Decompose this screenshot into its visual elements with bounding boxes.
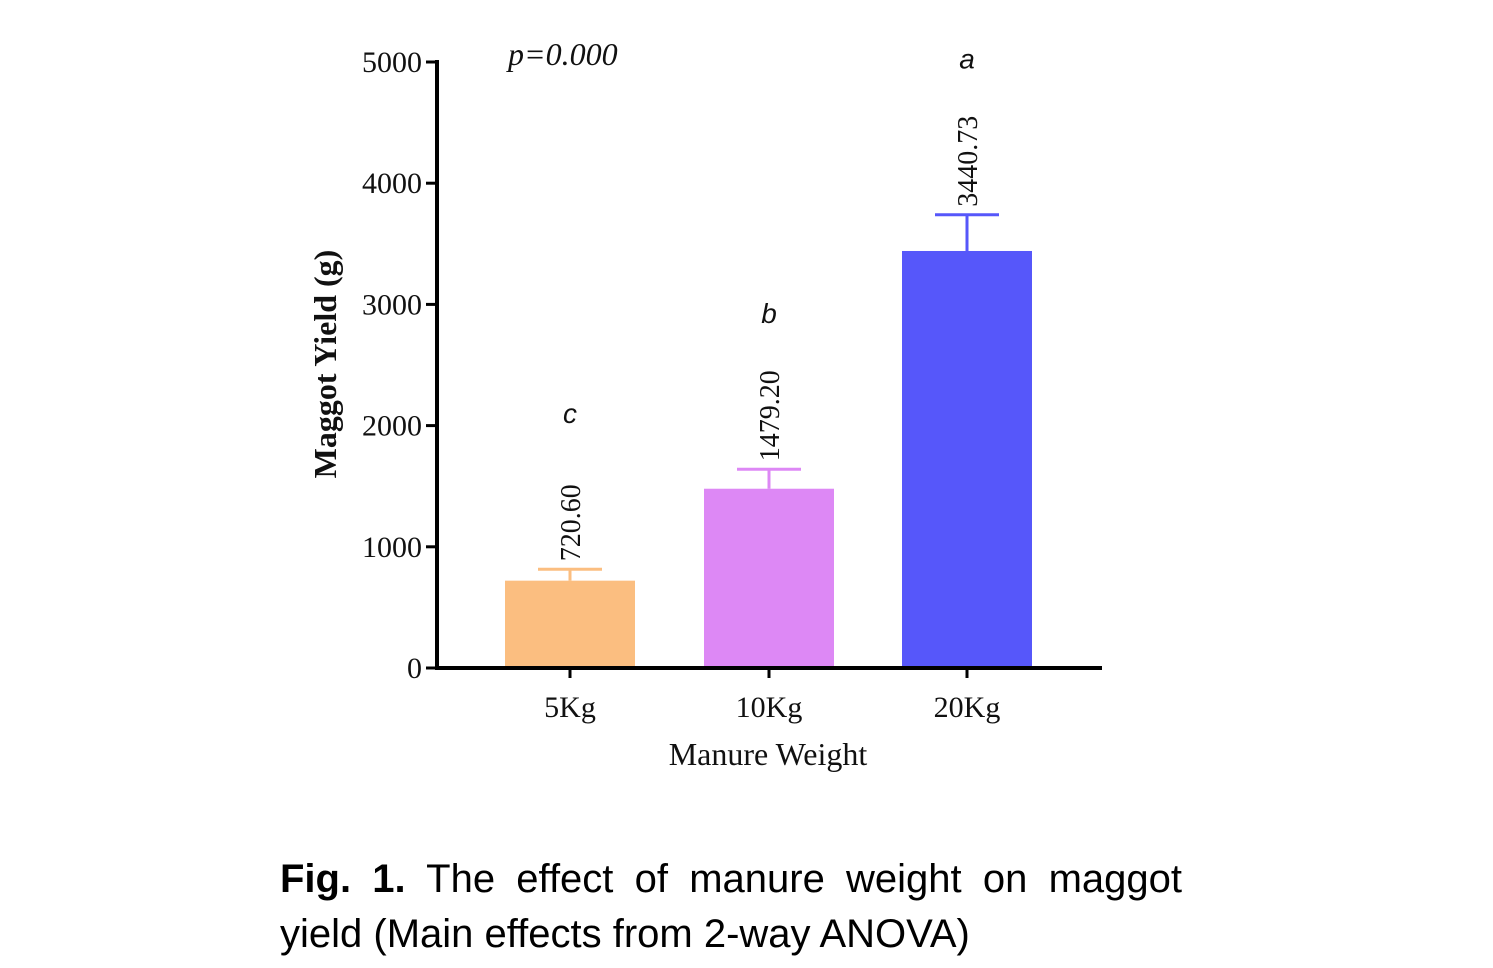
- significance-letter-5Kg: c: [563, 398, 577, 429]
- x-tick-label-5Kg: 5Kg: [544, 691, 596, 724]
- bar-20Kg: [902, 250, 1032, 668]
- value-label-5Kg: 720.60: [556, 484, 587, 561]
- figure-caption: Fig. 1. The effect of manure weight on m…: [280, 852, 1182, 962]
- significance-letter-20Kg: a: [959, 44, 975, 75]
- y-tick-label-1: 1000: [362, 531, 422, 564]
- value-label-10Kg: 1479.20: [755, 370, 786, 461]
- figure-caption-label: Fig. 1.: [280, 857, 406, 901]
- x-ticks-layer: 5Kg 10Kg 20Kg: [544, 668, 1000, 724]
- bar-chart: 0 1000 2000 3000 4000 5000 5Kg 10Kg 20Kg 720.60…: [307, 36, 1102, 772]
- p-value-annotation: p=0.000: [506, 36, 618, 72]
- y-tick-label-3: 3000: [362, 288, 422, 321]
- bar-10Kg: [704, 488, 834, 668]
- y-axis-title: Maggot Yield (g): [307, 250, 343, 479]
- y-tick-label-5: 5000: [362, 46, 422, 79]
- x-tick-label-10Kg: 10Kg: [736, 691, 803, 724]
- x-tick-label-20Kg: 20Kg: [934, 691, 1001, 724]
- x-axis-title: Manure Weight: [669, 736, 868, 772]
- y-tick-label-0: 0: [407, 652, 422, 685]
- value-labels-layer: 720.60 c 1479.20 b 3440.73 a: [556, 44, 984, 562]
- y-tick-label-2: 2000: [362, 410, 422, 443]
- y-ticks-layer: 0 1000 2000 3000 4000 5000: [362, 46, 437, 685]
- significance-letter-10Kg: b: [761, 298, 777, 329]
- y-tick-label-4: 4000: [362, 167, 422, 200]
- bar-5Kg: [505, 580, 635, 668]
- value-label-20Kg: 3440.73: [953, 116, 984, 207]
- figure-caption-text: The effect of manure weight on maggot yi…: [280, 857, 1182, 956]
- bars-layer: [505, 250, 1032, 668]
- error-bars-layer: [538, 213, 999, 581]
